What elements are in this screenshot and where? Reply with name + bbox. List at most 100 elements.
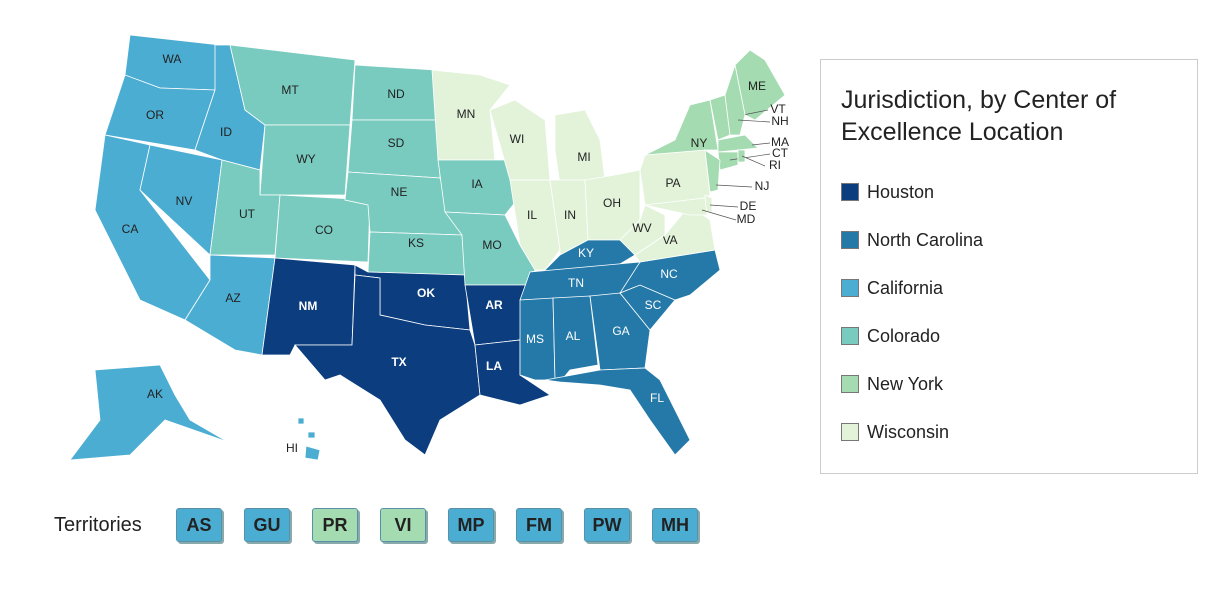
state-label: ME (748, 79, 766, 93)
territory-button[interactable]: AS (176, 508, 222, 542)
state-label: HI (286, 441, 298, 455)
legend-item: California (841, 264, 1177, 312)
state-label: ID (220, 125, 232, 139)
state (259, 124, 351, 196)
state-label: MD (737, 212, 756, 226)
territories: Territories AS GU PR VI MP FM PW MH (54, 508, 720, 542)
territory-button[interactable]: VI (380, 508, 426, 542)
territory-button[interactable]: MP (448, 508, 494, 542)
state-label: CT (772, 146, 789, 160)
legend-title: Jurisdiction, by Center of Excellence Lo… (841, 86, 1117, 146)
legend-label: Colorado (867, 325, 941, 346)
legend-swatch (841, 423, 859, 441)
territory-button[interactable]: GU (244, 508, 290, 542)
legend-swatch (841, 183, 859, 201)
state-label: IN (564, 208, 576, 222)
label-callout (737, 119, 771, 123)
state-label: MO (482, 238, 501, 252)
state-label: AK (147, 387, 163, 401)
label-callout (741, 155, 766, 167)
state (618, 249, 721, 301)
state (717, 134, 759, 153)
state-label: NE (391, 185, 408, 199)
territory-button[interactable]: PR (312, 508, 358, 542)
state (704, 149, 721, 193)
legend-item: New York (841, 360, 1177, 408)
label-callout (751, 142, 771, 146)
state (737, 149, 746, 163)
legend-label: New York (867, 373, 944, 394)
state-label: WI (510, 132, 525, 146)
state-label: AL (566, 329, 581, 343)
state-label: TN (568, 276, 584, 290)
state-label: MN (457, 107, 476, 121)
state (724, 63, 746, 136)
legend: Jurisdiction, by Center of Excellence Lo… (820, 59, 1198, 474)
state-label: DE (740, 199, 757, 213)
state (554, 109, 606, 186)
state (619, 204, 666, 256)
state-label: KS (408, 236, 424, 250)
state-label: CA (122, 222, 139, 236)
territory-button[interactable]: FM (516, 508, 562, 542)
state-label: IL (527, 208, 537, 222)
state-label: IA (471, 177, 482, 191)
territory-button[interactable]: PW (584, 508, 630, 542)
state-label: CO (315, 223, 333, 237)
state-label: WA (163, 52, 182, 66)
label-callout (701, 209, 737, 221)
legend-swatch (841, 327, 859, 345)
state-label: NY (691, 136, 708, 150)
legend-swatch (841, 231, 859, 249)
state-label: OK (417, 286, 435, 300)
legend-items: Houston North Carolina California Colorado N… (841, 168, 1177, 456)
state (297, 417, 321, 461)
state-label: NH (771, 114, 788, 128)
state-label: NC (660, 267, 678, 281)
state (69, 364, 229, 461)
state-label: TX (391, 355, 406, 369)
state-label: WY (296, 152, 315, 166)
state (644, 197, 708, 216)
label-callout (709, 204, 739, 208)
state-label: VT (770, 102, 786, 116)
legend-item: North Carolina (841, 216, 1177, 264)
state-label: MS (526, 332, 544, 346)
state-label: FL (650, 391, 664, 405)
state-label: WV (632, 221, 651, 235)
state-label: ND (387, 87, 405, 101)
state-label: NJ (755, 179, 770, 193)
us-map: WA OR CA NV ID MT WY UT CO AZ NM ND SD NE KS OK TX MN IA MO… (69, 34, 789, 461)
territories-label: Territories (54, 513, 142, 536)
legend-item: Colorado (841, 312, 1177, 360)
state (544, 367, 691, 456)
label-callout (715, 184, 753, 188)
legend-item: Houston (841, 168, 1177, 216)
state-label: UT (239, 207, 256, 221)
legend-label: Houston (867, 181, 935, 202)
legend-item: Wisconsin (841, 408, 1177, 456)
state-label: OH (603, 196, 621, 210)
state-label: SC (645, 298, 662, 312)
state (589, 292, 651, 371)
state-label: AZ (225, 291, 240, 305)
state-label: AR (485, 298, 503, 312)
state-label: VA (662, 233, 677, 247)
state-label: KY (578, 246, 594, 260)
state-label: NV (176, 194, 193, 208)
state-label: MT (281, 83, 299, 97)
state-label: NM (299, 299, 318, 313)
state-label: SD (388, 136, 405, 150)
state (717, 151, 739, 171)
legend-swatch (841, 279, 859, 297)
legend-label: North Carolina (867, 229, 984, 250)
territory-button[interactable]: MH (652, 508, 698, 542)
state-label: MA (771, 135, 789, 149)
state-label: RI (769, 158, 781, 172)
state-label: GA (612, 324, 629, 338)
state-label: LA (486, 359, 502, 373)
legend-label: California (867, 277, 944, 298)
state (489, 99, 551, 181)
state (294, 274, 481, 456)
